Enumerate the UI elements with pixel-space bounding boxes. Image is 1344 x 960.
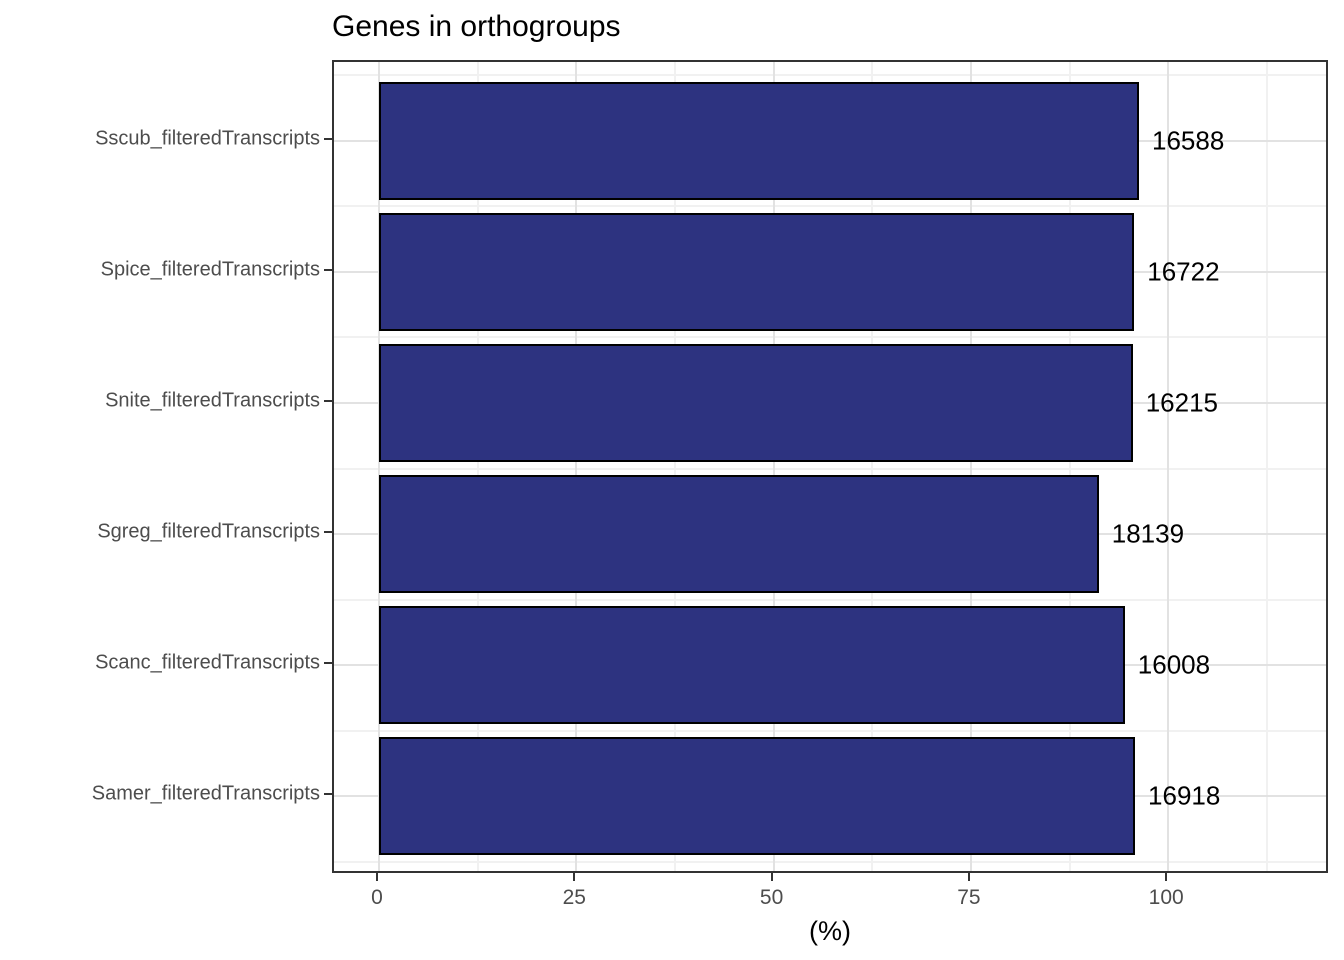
bar-value-label: 16918 [1148,780,1221,811]
y-tick-mark [324,399,332,402]
x-tick-mark [573,873,576,881]
x-tick-label: 75 [957,886,981,909]
gridline-minor-vertical [476,62,479,871]
y-tick-mark [324,531,332,534]
gridline-major-vertical [575,62,578,871]
y-axis-label: Samer_filteredTranscripts [91,782,320,805]
gridline-minor-horizontal [334,729,1326,732]
gridline-major-vertical [1167,62,1170,871]
x-tick-label: 100 [1148,886,1184,909]
gridline-minor-horizontal [334,74,1326,77]
y-axis-label: Scanc_filteredTranscripts [95,651,320,674]
plot-panel: 16588 16722 16215 18139 16008 16918 [332,60,1328,873]
gridline-minor-vertical [1265,62,1268,871]
chart-title: Genes in orthogroups [332,10,621,43]
gridline-minor-horizontal [334,598,1326,601]
x-tick-label: 50 [759,886,784,909]
y-axis-label: Spice_filteredTranscripts [100,258,320,281]
gridline-minor-horizontal [334,205,1326,208]
bar-value-label: 16722 [1147,256,1220,287]
bar [378,475,1099,594]
gridline-minor-vertical [673,62,676,871]
x-axis-title: (%) [809,916,851,946]
x-tick-mark [967,873,970,881]
bar-value-label: 16215 [1145,387,1218,418]
y-axis-label: Snite_filteredTranscripts [105,389,320,412]
bar-value-label: 16588 [1152,125,1225,156]
gridline-minor-vertical [871,62,874,871]
bar [378,606,1125,725]
gridline-minor-vertical [1068,62,1071,871]
bar [378,343,1133,462]
gridline-major-vertical [377,62,380,871]
x-tick-mark [1165,873,1168,881]
gridline-minor-horizontal [334,467,1326,470]
x-tick-mark [375,873,378,881]
y-tick-mark [324,662,332,665]
y-axis-label: Sgreg_filteredTranscripts [97,520,320,543]
y-axis-label: Sscub_filteredTranscripts [95,127,320,150]
bar [378,81,1139,200]
bar-value-label: 18139 [1111,518,1185,549]
gridline-minor-horizontal [334,336,1326,339]
x-tick-label: 0 [371,886,383,909]
gridline-major-vertical [772,62,775,871]
y-tick-mark [324,268,332,271]
bar [378,212,1135,331]
gridline-minor-horizontal [334,860,1326,863]
bar [378,737,1136,856]
y-tick-mark [324,137,332,140]
x-tick-label: 25 [562,886,586,909]
gridline-major-vertical [969,62,972,871]
y-tick-mark [324,793,332,796]
bar-value-label: 16008 [1137,649,1211,680]
x-tick-mark [770,873,773,881]
